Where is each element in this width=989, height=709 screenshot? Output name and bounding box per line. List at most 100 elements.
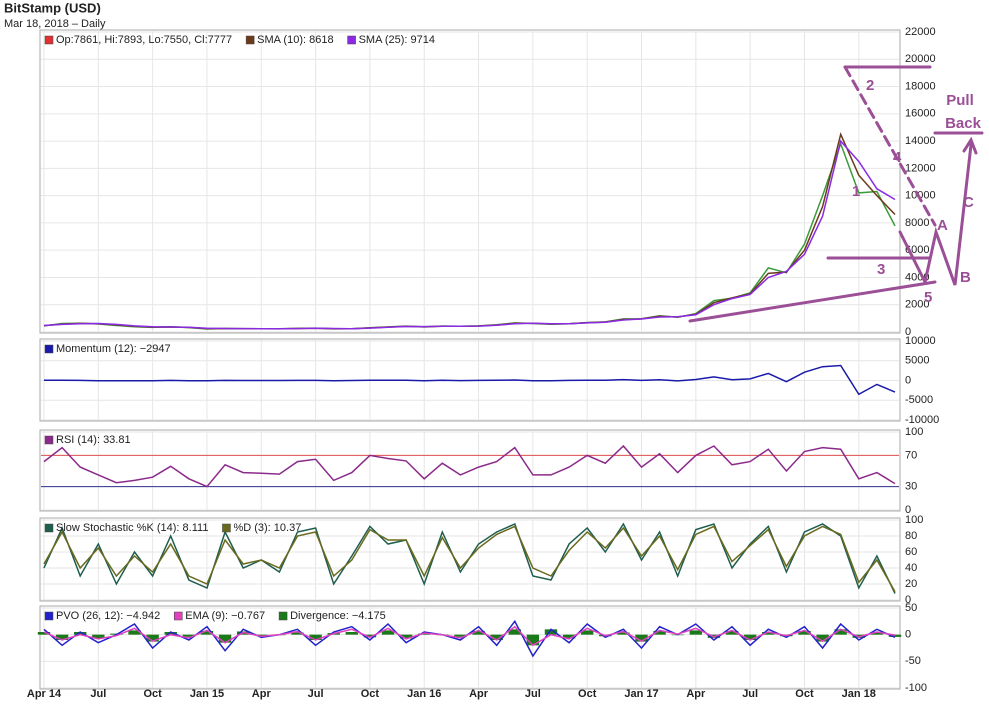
y-tick-label: 8000 bbox=[905, 217, 929, 229]
legend-label: Momentum (12): −2947 bbox=[56, 343, 171, 355]
bar bbox=[218, 634, 232, 643]
legend-swatch bbox=[44, 35, 54, 45]
y-tick-label: 2000 bbox=[905, 299, 929, 311]
annotation-arrow bbox=[962, 136, 978, 155]
y-tick-label: 0 bbox=[905, 504, 911, 516]
y-tick-label: 0 bbox=[905, 594, 911, 606]
y-tick-label: 14000 bbox=[905, 135, 936, 147]
bar bbox=[55, 634, 69, 640]
annotation: C bbox=[963, 194, 974, 211]
x-tick-label: Jan 15 bbox=[190, 688, 224, 700]
bar bbox=[128, 630, 141, 635]
legend-label: EMA (9): −0.767 bbox=[185, 610, 265, 622]
y-tick-label: 10000 bbox=[905, 335, 936, 347]
bar bbox=[490, 634, 503, 640]
bar bbox=[870, 632, 884, 635]
bar bbox=[653, 630, 666, 635]
y-tick-label: -50 bbox=[905, 655, 921, 667]
bar bbox=[182, 634, 196, 637]
legend-label: PVO (26, 12): −4.942 bbox=[56, 610, 160, 622]
panel-frame bbox=[39, 517, 901, 602]
bar bbox=[74, 632, 87, 635]
bar bbox=[381, 630, 395, 635]
x-tick-label: Apr 14 bbox=[27, 688, 62, 700]
bar bbox=[762, 632, 775, 635]
panel-frame bbox=[39, 29, 901, 334]
annotation: 2 bbox=[866, 77, 874, 94]
bar bbox=[291, 632, 304, 635]
y-tick-label: 20 bbox=[905, 578, 917, 590]
bar bbox=[888, 634, 902, 637]
y-tick-label: 18000 bbox=[905, 80, 936, 92]
bar bbox=[798, 630, 811, 635]
legend-swatch bbox=[245, 35, 255, 45]
bar bbox=[617, 632, 630, 635]
legend-swatch bbox=[44, 611, 54, 621]
bar bbox=[834, 629, 847, 635]
annotation-line bbox=[688, 280, 937, 323]
annotation: 5 bbox=[924, 289, 932, 306]
y-tick-label: 20000 bbox=[905, 53, 936, 65]
y-tick-label: 30 bbox=[905, 481, 917, 493]
x-tick-label: Oct bbox=[578, 688, 597, 700]
bar bbox=[37, 632, 51, 635]
bar bbox=[345, 632, 359, 635]
annotation-line bbox=[898, 230, 927, 284]
y-tick-label: 100 bbox=[905, 514, 923, 526]
bar bbox=[526, 634, 540, 646]
legend-label: Slow Stochastic %K (14): 8.111 bbox=[56, 522, 208, 534]
annotation-line bbox=[843, 65, 937, 227]
legend-label: Divergence: −4.175 bbox=[290, 610, 386, 622]
bar bbox=[200, 630, 214, 635]
chart-title: BitStamp (USD) bbox=[4, 0, 101, 15]
legend-swatch bbox=[222, 523, 231, 533]
bar bbox=[418, 633, 431, 635]
plot-area: 0200040006000800010000120001400016000180… bbox=[37, 26, 939, 694]
y-tick-label: 5000 bbox=[905, 355, 929, 367]
series-line bbox=[43, 139, 896, 330]
bar bbox=[164, 632, 177, 635]
y-tick-label: -10000 bbox=[905, 414, 939, 426]
series-line bbox=[43, 444, 896, 488]
x-tick-label: Jul bbox=[525, 688, 541, 700]
y-tick-label: 12000 bbox=[905, 162, 936, 174]
annotation: 1 bbox=[852, 183, 860, 200]
x-tick-label: Jul bbox=[308, 688, 324, 700]
x-tick-label: Jul bbox=[90, 688, 106, 700]
y-tick-label: 16000 bbox=[905, 108, 936, 120]
x-tick-label: Apr bbox=[686, 688, 706, 700]
bar bbox=[562, 634, 576, 639]
legend-label: SMA (25): 9714 bbox=[359, 34, 435, 46]
x-tick-label: Oct bbox=[143, 688, 162, 700]
bar bbox=[635, 634, 648, 642]
bar bbox=[454, 634, 467, 637]
annotation: 3 bbox=[877, 261, 885, 278]
annotation-lines bbox=[688, 65, 984, 323]
y-tick-label: -5000 bbox=[905, 394, 933, 406]
y-tick-label: 0 bbox=[905, 629, 911, 641]
y-tick-label: 70 bbox=[905, 449, 917, 461]
legend-swatch bbox=[44, 523, 54, 533]
bar bbox=[255, 634, 268, 636]
legend-swatch bbox=[174, 611, 183, 621]
annotation-line bbox=[923, 143, 973, 286]
annotation: 4 bbox=[893, 149, 902, 166]
legend-label: RSI (14): 33.81 bbox=[56, 434, 131, 446]
x-tick-label: Oct bbox=[361, 688, 380, 700]
y-tick-label: -100 bbox=[905, 682, 927, 694]
y-tick-label: 50 bbox=[905, 602, 917, 614]
annotation: B bbox=[960, 269, 971, 286]
series-line bbox=[43, 525, 896, 593]
bar bbox=[309, 634, 322, 640]
x-tick-label: Jan 18 bbox=[842, 688, 876, 700]
legend-swatch bbox=[347, 35, 356, 45]
y-tick-label: 10000 bbox=[905, 190, 936, 202]
bar bbox=[725, 630, 739, 635]
series-line bbox=[43, 364, 896, 396]
legend-label: Op:7861, Hi:7893, Lo:7550, Cl:7777 bbox=[56, 34, 232, 46]
x-tick-label: Jul bbox=[742, 688, 758, 700]
bar bbox=[363, 634, 377, 638]
y-tick-label: 100 bbox=[905, 426, 923, 438]
series-line bbox=[43, 625, 896, 647]
